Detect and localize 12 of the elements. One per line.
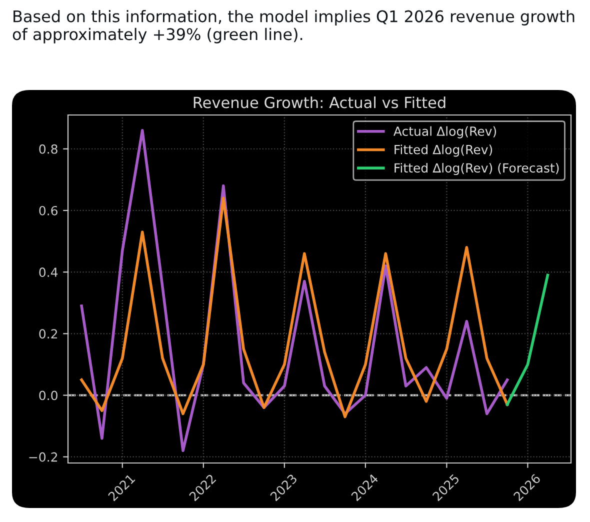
legend-label: Fitted Δlog(Rev) xyxy=(394,144,492,157)
y-tick-label: 0.0 xyxy=(39,390,58,400)
text: Based on this information, the model implies Q1 2026 revenue growth of approximately +39% (green line). xyxy=(12,10,574,44)
y-tick-label: 0.8 xyxy=(39,144,58,154)
legend-label: Fitted Δlog(Rev) (Forecast) xyxy=(394,162,559,176)
y-tick-label: 0.4 xyxy=(39,268,58,277)
y-tick-label: 0.6 xyxy=(39,206,58,216)
legend-label: Actual Δlog(Rev) xyxy=(394,126,496,138)
y-tick-label: −0.2 xyxy=(29,452,58,462)
y-tick-label: 0.2 xyxy=(39,329,58,339)
line-series xyxy=(80,196,509,418)
chart-title: Revenue Growth: Actual vs Fitted xyxy=(194,96,446,108)
